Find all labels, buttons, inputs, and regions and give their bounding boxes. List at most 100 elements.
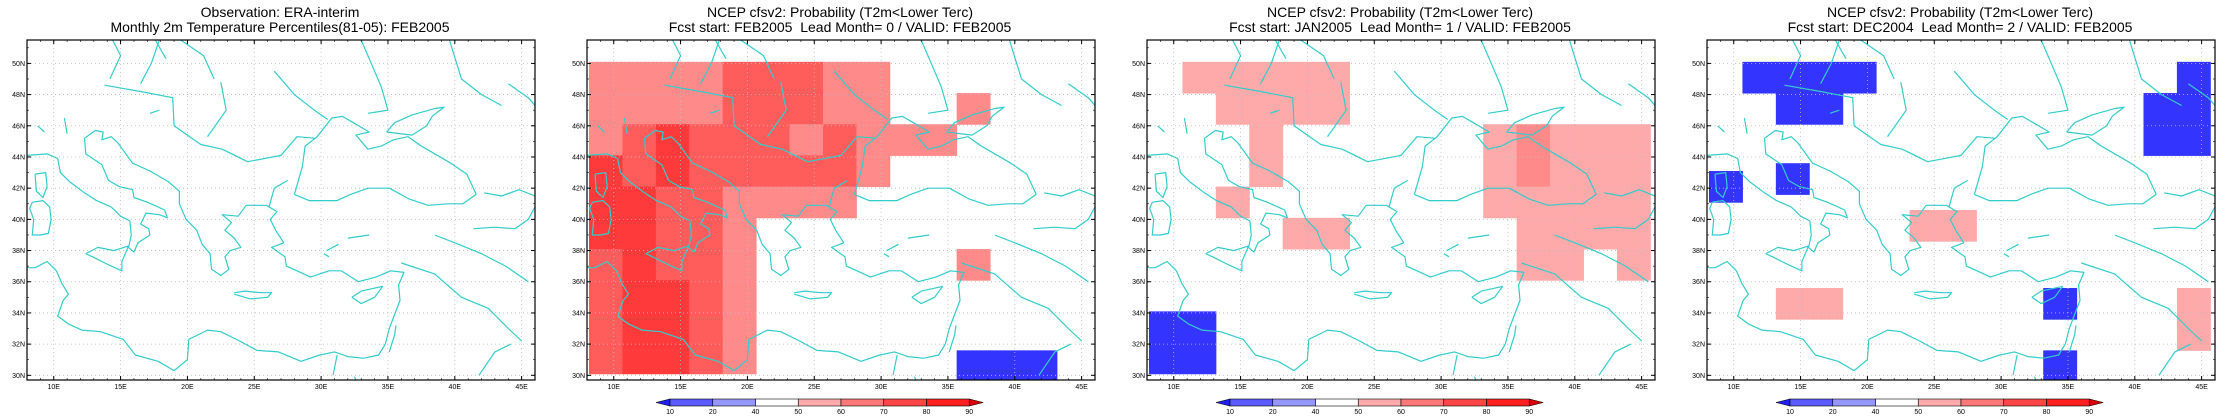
colorbar-segment xyxy=(1832,398,1876,407)
coastline xyxy=(1269,109,1280,114)
coastline xyxy=(1044,189,1095,197)
colorbar-segment xyxy=(669,398,714,407)
coastline xyxy=(1274,40,1287,59)
probability-cell xyxy=(1249,155,1284,188)
coastline xyxy=(1506,106,1565,136)
coastline xyxy=(1413,115,1597,206)
lon-tick-label: 15E xyxy=(114,384,127,391)
coastline xyxy=(1260,40,1280,84)
lat-tick-label: 38N xyxy=(1692,248,1705,255)
lon-tick-label: 20E xyxy=(1861,384,1874,391)
lon-tick-label: 40E xyxy=(1569,384,1582,391)
colorbar: 10 20 40 50 60 70 80 90 xyxy=(1215,398,1544,416)
probability-cell xyxy=(1182,311,1217,344)
colorbar-label: 60 xyxy=(1397,409,1405,416)
coastline xyxy=(911,285,944,305)
probability-cell xyxy=(2176,287,2211,320)
coastline xyxy=(1205,245,1250,272)
probability-cell xyxy=(1809,61,1844,94)
probability-cell xyxy=(1516,248,1551,281)
coastline xyxy=(1521,262,1643,342)
probability-cell xyxy=(1516,186,1551,219)
lon-tick-label: 25E xyxy=(808,384,821,391)
coastline xyxy=(1834,40,1847,59)
colorbar-segment xyxy=(926,398,970,407)
probability-cell xyxy=(655,217,690,250)
probability-cell xyxy=(722,248,757,281)
probability-cell xyxy=(1516,155,1551,188)
coastline xyxy=(1554,234,1649,283)
probability-cell xyxy=(722,342,757,375)
coastline xyxy=(2081,262,2203,342)
probability-cell xyxy=(622,155,657,188)
lat-tick-label: 34N xyxy=(1132,310,1145,317)
coastline xyxy=(1598,343,1632,376)
lon-tick-label: 15E xyxy=(1234,384,1247,391)
lat-tick-label: 50N xyxy=(12,61,25,68)
panel-forecast-lead2: NCEP cfsv2: Probability (T2m<Lower Terc)… xyxy=(1680,0,2240,420)
lat-tick-label: 44N xyxy=(1132,154,1145,161)
probability-cell xyxy=(2043,287,2078,320)
probability-cell xyxy=(1249,124,1284,156)
probability-cell xyxy=(2176,93,2211,125)
lon-tick-label: 20E xyxy=(741,384,754,391)
probability-cell xyxy=(689,124,724,156)
colorbar-arrow-high xyxy=(2088,398,2104,407)
coastline xyxy=(1300,40,1335,80)
lon-tick-label: 30E xyxy=(875,384,888,391)
lat-tick-label: 40N xyxy=(1692,217,1705,224)
coastline xyxy=(360,40,389,114)
probability-cell xyxy=(655,311,690,344)
coastline xyxy=(1765,245,1810,272)
colorbar-label: 20 xyxy=(1269,409,1277,416)
lon-tick-label: 10E xyxy=(48,384,61,391)
probability-cell xyxy=(789,93,824,125)
coastline xyxy=(594,172,608,199)
coastline xyxy=(1784,84,1996,163)
probability-cell xyxy=(655,248,690,281)
lon-tick-label: 45E xyxy=(1635,384,1648,391)
panel-forecast-lead1: NCEP cfsv2: Probability (T2m<Lower Terc)… xyxy=(1120,0,1680,420)
lat-tick-label: 46N xyxy=(1132,123,1145,130)
lon-tick-label: 20E xyxy=(1301,384,1314,391)
coastline xyxy=(1714,172,1728,199)
probability-cell xyxy=(2043,350,2078,380)
coastline xyxy=(1829,109,1840,114)
lat-tick-label: 50N xyxy=(1692,61,1705,68)
colorbar-segment xyxy=(797,398,842,407)
colorbar-segment xyxy=(755,398,799,407)
lat-tick-label: 46N xyxy=(12,123,25,130)
probability-cell xyxy=(856,155,891,188)
colorbar-label: 10 xyxy=(1226,409,1234,416)
coastline xyxy=(109,40,122,80)
probability-cell xyxy=(822,124,857,156)
coastline xyxy=(1973,115,2157,206)
probability-cell xyxy=(789,124,824,156)
probability-cell xyxy=(589,342,623,375)
probability-cell xyxy=(655,93,690,125)
coastline xyxy=(1887,81,1907,138)
lon-tick-label: 10E xyxy=(608,384,621,391)
probability-cell xyxy=(1483,186,1518,219)
probability-cell xyxy=(923,124,958,156)
colorbar-arrow-low xyxy=(655,398,671,407)
coastline xyxy=(2158,343,2192,376)
probability-cell xyxy=(1550,124,1584,156)
colorbar-label: 40 xyxy=(1312,409,1320,416)
coastline xyxy=(1354,290,1393,300)
colorbar-arrow-low xyxy=(1775,398,1791,407)
lat-tick-label: 34N xyxy=(1692,310,1705,317)
coastline xyxy=(886,243,899,252)
coastline xyxy=(434,234,529,283)
coastline xyxy=(714,40,727,59)
lat-tick-label: 36N xyxy=(12,279,25,286)
colorbar-label: 60 xyxy=(837,409,845,416)
probability-cell xyxy=(1483,124,1518,156)
probability-cell xyxy=(589,248,623,281)
lat-tick-label: 34N xyxy=(572,310,585,317)
coastline xyxy=(29,200,52,236)
colorbar-label: 50 xyxy=(1354,409,1362,416)
colorbar-label: 90 xyxy=(965,409,973,416)
lat-tick-label: 40N xyxy=(572,217,585,224)
coastline xyxy=(669,40,682,80)
